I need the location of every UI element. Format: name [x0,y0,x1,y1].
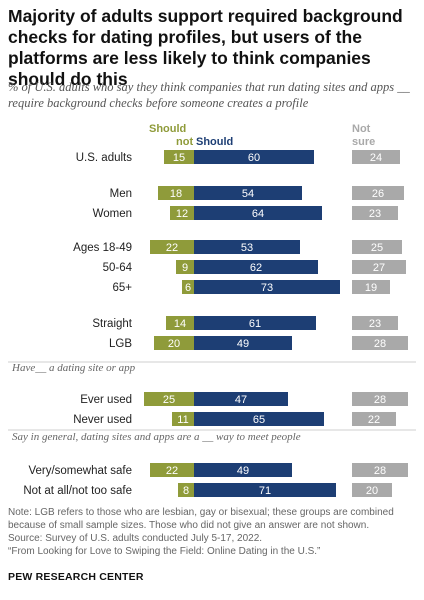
row-label: Straight [92,318,132,330]
bar-should-not [150,463,194,477]
bar-should [194,463,292,477]
row-label: 65+ [112,282,132,294]
value-should: 61 [249,318,261,330]
row-label: Women [93,208,132,220]
bar-not-sure [352,280,390,294]
chart-title: Majority of adults support required back… [8,6,403,89]
bar-should-not [178,483,194,497]
value-should-not: 12 [176,208,188,220]
bar-should [194,240,300,254]
value-not-sure: 28 [374,465,386,477]
value-not-sure: 24 [370,152,382,164]
bar-not-sure [352,483,392,497]
value-not-sure: 25 [371,242,383,254]
value-should-not: 22 [166,242,178,254]
value-not-sure: 23 [369,318,381,330]
value-should-not: 25 [163,394,175,406]
note-text: Note: LGB refers to those who are lesbia… [8,507,394,531]
bar-should [194,483,336,497]
bar-not-sure [352,240,402,254]
value-should: 62 [250,262,262,274]
value-should: 60 [248,152,260,164]
bar-should [194,186,302,200]
bar-should-not [172,412,194,426]
bar-not-sure [352,412,396,426]
value-should: 49 [237,465,249,477]
value-not-sure: 23 [369,208,381,220]
bar-should-not [158,186,194,200]
row-label: Very/somewhat safe [28,465,132,477]
row-label: Never used [73,414,132,426]
legend-should: Should [196,136,233,148]
bar-should-not [154,336,194,350]
row-label: LGB [109,338,132,350]
legend-not-sure-line1: Not [352,123,371,135]
row-label: Ever used [80,394,132,406]
bar-not-sure [352,150,400,164]
value-should-not: 18 [170,188,182,200]
bar-not-sure [352,206,398,220]
bar-should [194,206,322,220]
source-text: Source: Survey of U.S. adults conducted … [8,533,263,544]
bar-should-not [170,206,194,220]
bar-not-sure [352,186,404,200]
value-should: 54 [242,188,254,200]
value-should: 71 [259,485,271,497]
legend-should-not-line2: not [176,136,193,148]
row-label: Men [110,188,132,200]
legend-should-not-line1: Should [149,123,186,135]
bar-should [194,150,314,164]
value-should-not: 8 [183,485,189,497]
bar-not-sure [352,463,408,477]
value-not-sure: 28 [374,394,386,406]
bar-should [194,336,292,350]
section-header: Say in general, dating sites and apps ar… [12,431,301,443]
bar-should [194,412,324,426]
value-should: 65 [253,414,265,426]
chart-notes: Note: LGB refers to those who are lesbia… [8,506,420,558]
chart-subtitle: % of U.S. adults who say they think comp… [8,80,410,110]
row-label: Not at all/not too safe [23,485,132,497]
value-should: 47 [235,394,247,406]
value-not-sure: 20 [366,485,378,497]
legend-not-sure-line2: sure [352,136,375,148]
value-should: 73 [261,282,273,294]
value-should-not: 14 [174,318,186,330]
bar-should [194,392,288,406]
bar-not-sure [352,260,406,274]
bar-should-not [166,316,194,330]
value-should-not: 11 [177,414,188,426]
bar-should-not [150,240,194,254]
section-header: Have__ a dating site or app [11,362,136,374]
row-label: Ages 18-49 [73,242,132,254]
bar-should [194,316,316,330]
bar-should [194,260,318,274]
value-not-sure: 28 [374,338,386,350]
bar-should-not [182,280,194,294]
value-not-sure: 22 [368,414,380,426]
row-label: 50-64 [103,262,133,274]
value-should-not: 22 [166,465,178,477]
value-not-sure: 19 [365,282,377,294]
brand-label: PEW RESEARCH CENTER [8,571,144,583]
bar-should-not [176,260,194,274]
value-should-not: 20 [168,338,180,350]
value-not-sure: 26 [372,188,384,200]
value-should-not: 9 [182,262,188,274]
value-should-not: 15 [173,152,185,164]
value-should: 64 [252,208,264,220]
bar-not-sure [352,392,408,406]
value-not-sure: 27 [373,262,385,274]
row-label: U.S. adults [76,152,132,164]
value-should: 49 [237,338,249,350]
bar-should-not [164,150,194,164]
value-should-not: 6 [185,282,191,294]
bar-should [194,280,340,294]
bar-not-sure [352,336,408,350]
bar-should-not [144,392,194,406]
report-title: “From Looking for Love to Swiping the Fi… [8,546,321,557]
value-should: 53 [241,242,253,254]
bar-not-sure [352,316,398,330]
